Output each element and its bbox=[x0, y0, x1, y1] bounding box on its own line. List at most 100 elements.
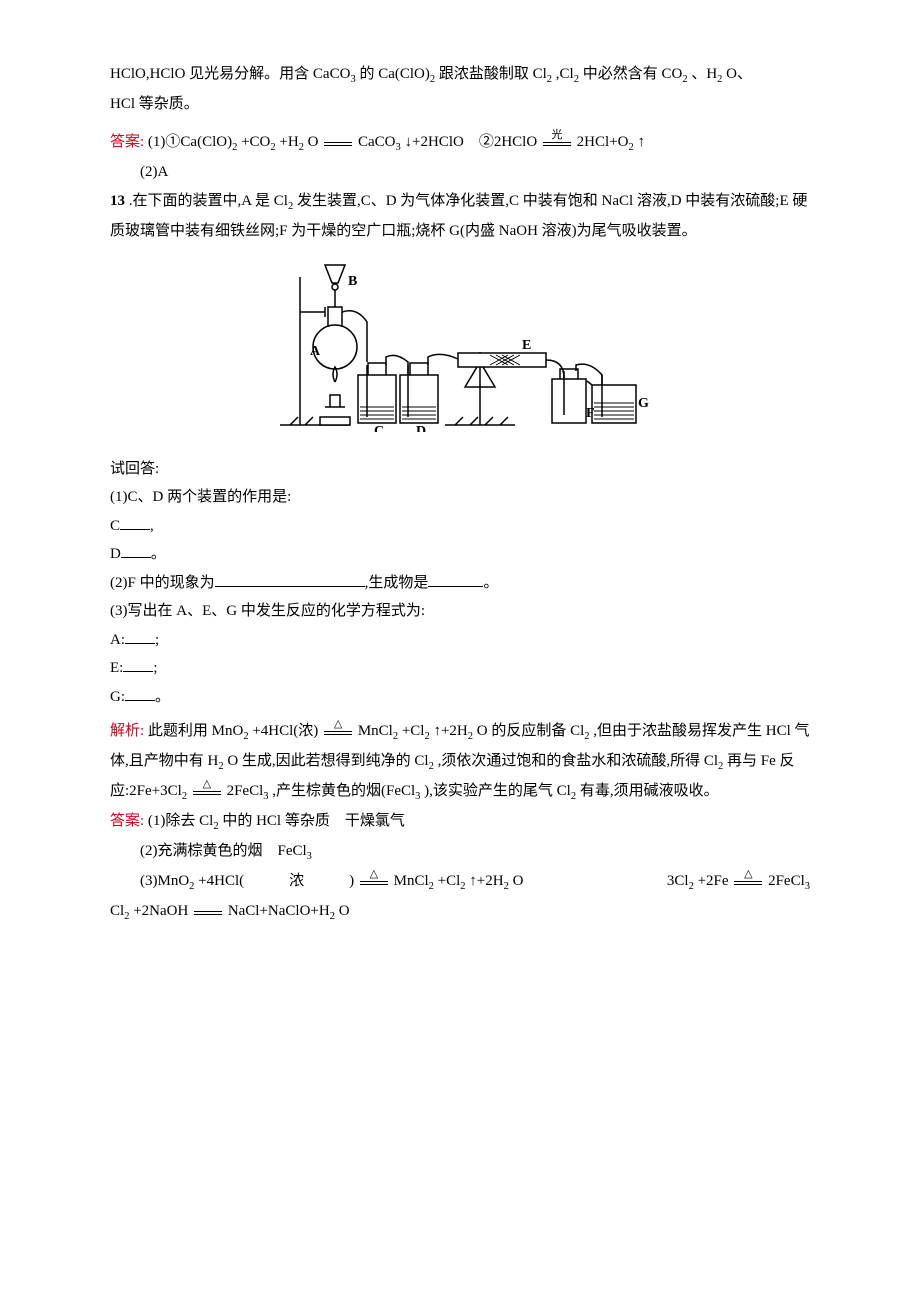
sub: 2 bbox=[243, 731, 248, 742]
text: HClO,HClO 见光易分解。用含 CaCO bbox=[110, 66, 350, 82]
text: 中必然含有 CO bbox=[583, 66, 683, 82]
text: O、 bbox=[726, 66, 752, 82]
q13-3-e: E:; bbox=[110, 654, 810, 683]
sub: 2 bbox=[547, 74, 552, 85]
sub: 2 bbox=[718, 761, 723, 772]
answer-13-3: (3)MnO2 +4HCl( 浓 ) △ MnCl2 +Cl2 ↑+2H2 O … bbox=[110, 867, 810, 897]
sub: 2 bbox=[682, 74, 687, 85]
label-E: E bbox=[522, 338, 531, 353]
text: ,须依次通过饱和的食盐水和浓硫酸,所得 Cl bbox=[438, 753, 718, 769]
sub: 3 bbox=[396, 142, 401, 153]
text: (2)充满棕黄色的烟 FeCl bbox=[140, 843, 307, 859]
text: O bbox=[513, 873, 524, 889]
text: MnCl bbox=[358, 723, 393, 739]
text: ↑+2H bbox=[469, 873, 503, 889]
sub: 2 bbox=[330, 911, 335, 922]
label-A: A bbox=[310, 344, 321, 359]
sub: 3 bbox=[307, 851, 312, 862]
text: 2FeCl bbox=[227, 783, 264, 799]
q13-stem: 13 .在下面的装置中,A 是 Cl2 发生装置,C、D 为气体净化装置,C 中… bbox=[110, 187, 810, 245]
blank-input[interactable] bbox=[428, 571, 483, 587]
text: O 生成,因此若想得到纯净的 Cl bbox=[227, 753, 428, 769]
label-F: F bbox=[586, 406, 595, 421]
sub: 2 bbox=[213, 821, 218, 832]
sub: 2 bbox=[288, 201, 293, 212]
text: ↓+2HClO ②2HClO bbox=[405, 134, 538, 150]
equals-heat-icon: △ bbox=[193, 789, 221, 795]
text: 、H bbox=[691, 66, 717, 82]
text: Cl bbox=[110, 903, 124, 919]
text: 3Cl bbox=[667, 873, 689, 889]
text: (3)MnO bbox=[140, 873, 189, 889]
sub: 3 bbox=[350, 74, 355, 85]
equals-icon bbox=[324, 140, 352, 146]
equals-heat-icon: △ bbox=[324, 729, 352, 735]
text: C bbox=[110, 518, 120, 534]
text: ; bbox=[153, 660, 157, 676]
answer-label: 答案: bbox=[110, 134, 144, 150]
text: ; bbox=[155, 632, 159, 648]
sub: 2 bbox=[424, 731, 429, 742]
q13-number: 13 bbox=[110, 193, 125, 209]
sub: 3 bbox=[415, 791, 420, 802]
equals-icon bbox=[194, 909, 222, 915]
apparatus-svg: A B C D E F G bbox=[270, 257, 650, 432]
text: HCl 等杂质。 bbox=[110, 96, 199, 112]
sub: 2 bbox=[218, 761, 223, 772]
answer-13-2: (2)充满棕黄色的烟 FeCl3 bbox=[110, 837, 810, 867]
text: +Cl bbox=[402, 723, 425, 739]
answer-12: 答案: (1)①Ca(ClO)2 +CO2 +H2 O CaCO3 ↓+2HCl… bbox=[110, 128, 810, 158]
prev-explanation-tail: HClO,HClO 见光易分解。用含 CaCO3 的 Ca(ClO)2 跟浓盐酸… bbox=[110, 60, 810, 118]
text: ↑+2H bbox=[433, 723, 467, 739]
text: (2)F 中的现象为 bbox=[110, 575, 215, 591]
blank-input[interactable] bbox=[120, 514, 150, 530]
text: O 的反应制备 Cl bbox=[477, 723, 585, 739]
sub: 2 bbox=[430, 74, 435, 85]
sub: 2 bbox=[460, 881, 465, 892]
text: +4HCl( 浓 ) bbox=[198, 873, 354, 889]
sub: 2 bbox=[689, 881, 694, 892]
text: E: bbox=[110, 660, 123, 676]
q13-3-a: A:; bbox=[110, 626, 810, 655]
label-D: D bbox=[416, 424, 426, 432]
text: MnCl bbox=[394, 873, 429, 889]
blank-input[interactable] bbox=[123, 656, 153, 672]
text: .在下面的装置中,A 是 Cl bbox=[129, 193, 288, 209]
answer-13-1: 答案: (1)除去 Cl2 中的 HCl 等杂质 干燥氯气 bbox=[110, 807, 810, 837]
sub: 3 bbox=[805, 881, 810, 892]
text: CaCO bbox=[358, 134, 396, 150]
text: O bbox=[339, 903, 350, 919]
analysis-label: 解析: bbox=[110, 723, 144, 739]
text: ↑ bbox=[637, 134, 645, 150]
answer-12-part2: (2)A bbox=[110, 158, 810, 187]
text: 中的 HCl 等杂质 干燥氯气 bbox=[222, 813, 405, 829]
sub: 2 bbox=[429, 761, 434, 772]
text: 2FeCl bbox=[768, 873, 805, 889]
text: 跟浓盐酸制取 Cl bbox=[439, 66, 547, 82]
sub: 2 bbox=[717, 74, 722, 85]
q13-2: (2)F 中的现象为,生成物是。 bbox=[110, 569, 810, 598]
q13-1: (1)C、D 两个装置的作用是: bbox=[110, 483, 810, 512]
blank-input[interactable] bbox=[125, 628, 155, 644]
text: 此题利用 MnO bbox=[148, 723, 243, 739]
text: ,生成物是 bbox=[365, 575, 429, 591]
apparatus-figure: A B C D E F G bbox=[110, 257, 810, 443]
text: 的 Ca(ClO) bbox=[359, 66, 429, 82]
q13-1-c: C, bbox=[110, 512, 810, 541]
blank-input[interactable] bbox=[121, 542, 151, 558]
sub: 2 bbox=[232, 142, 237, 153]
answer-label: 答案: bbox=[110, 813, 144, 829]
text: (1)除去 Cl bbox=[148, 813, 213, 829]
sub: 3 bbox=[263, 791, 268, 802]
sub: 2 bbox=[584, 731, 589, 742]
text: ,产生棕黄色的烟(FeCl bbox=[272, 783, 415, 799]
blank-input[interactable] bbox=[125, 685, 155, 701]
text: 2HCl+O bbox=[577, 134, 629, 150]
blank-input[interactable] bbox=[215, 571, 365, 587]
equals-light-icon: 光 bbox=[543, 140, 571, 146]
text: +CO bbox=[241, 134, 270, 150]
text: ),该实验产生的尾气 Cl bbox=[424, 783, 571, 799]
text: A: bbox=[110, 632, 125, 648]
text: +4HCl(浓) bbox=[252, 723, 318, 739]
q13-prompt: 试回答: bbox=[110, 455, 810, 484]
